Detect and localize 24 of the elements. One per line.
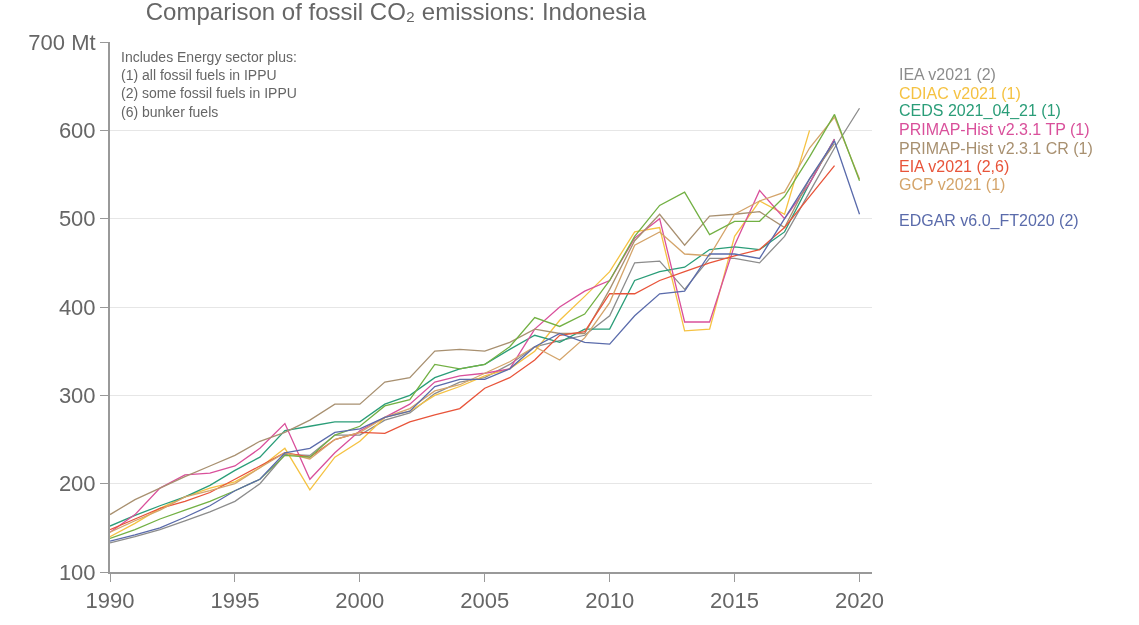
y-tick-label: 200 [58,471,96,497]
annotation: Includes Energy sector plus: (1) all fossil fuels in IPPU (2) some fossil fuels in IPPU (6) bunker fuels [121,49,297,120]
text: CEDS 2021_04_21 (1) [899,102,1061,120]
x-tick-label: 2000 [335,588,385,614]
text: PRIMAP-Hist v2.3.1 CR (1) [899,140,1093,157]
y-tick-label: 500 [58,206,96,232]
text: IEA v2021 (2) [899,66,996,83]
y-tick-label: 700 Mt [28,29,96,55]
x-tick-label: 2010 [585,588,635,614]
x-tick-label: 1995 [210,588,260,614]
text: EDGAR v6.0_FT2020 (2) [899,212,1079,230]
x-tick-label: 1990 [85,588,135,614]
text: PRIMAP-Hist v2.3.1 TP (1) [899,121,1090,138]
y-tick-label: 300 [58,383,96,409]
chart-title: Comparison of fossil CO₂ emissions: Indonesia [145,0,647,25]
x-tick-label: 2005 [460,588,510,614]
y-tick-label: 600 [58,118,96,144]
text: CDIAC v2021 (1) [899,85,1021,102]
y-tick-label: 100 [58,559,96,585]
text: GCP v2021 (1) [899,176,1006,193]
y-tick-label: 400 [58,294,96,320]
x-tick-label: 2015 [710,588,760,614]
x-tick-label: 2020 [835,588,884,614]
text: EIA v2021 (2,6) [899,158,1010,175]
